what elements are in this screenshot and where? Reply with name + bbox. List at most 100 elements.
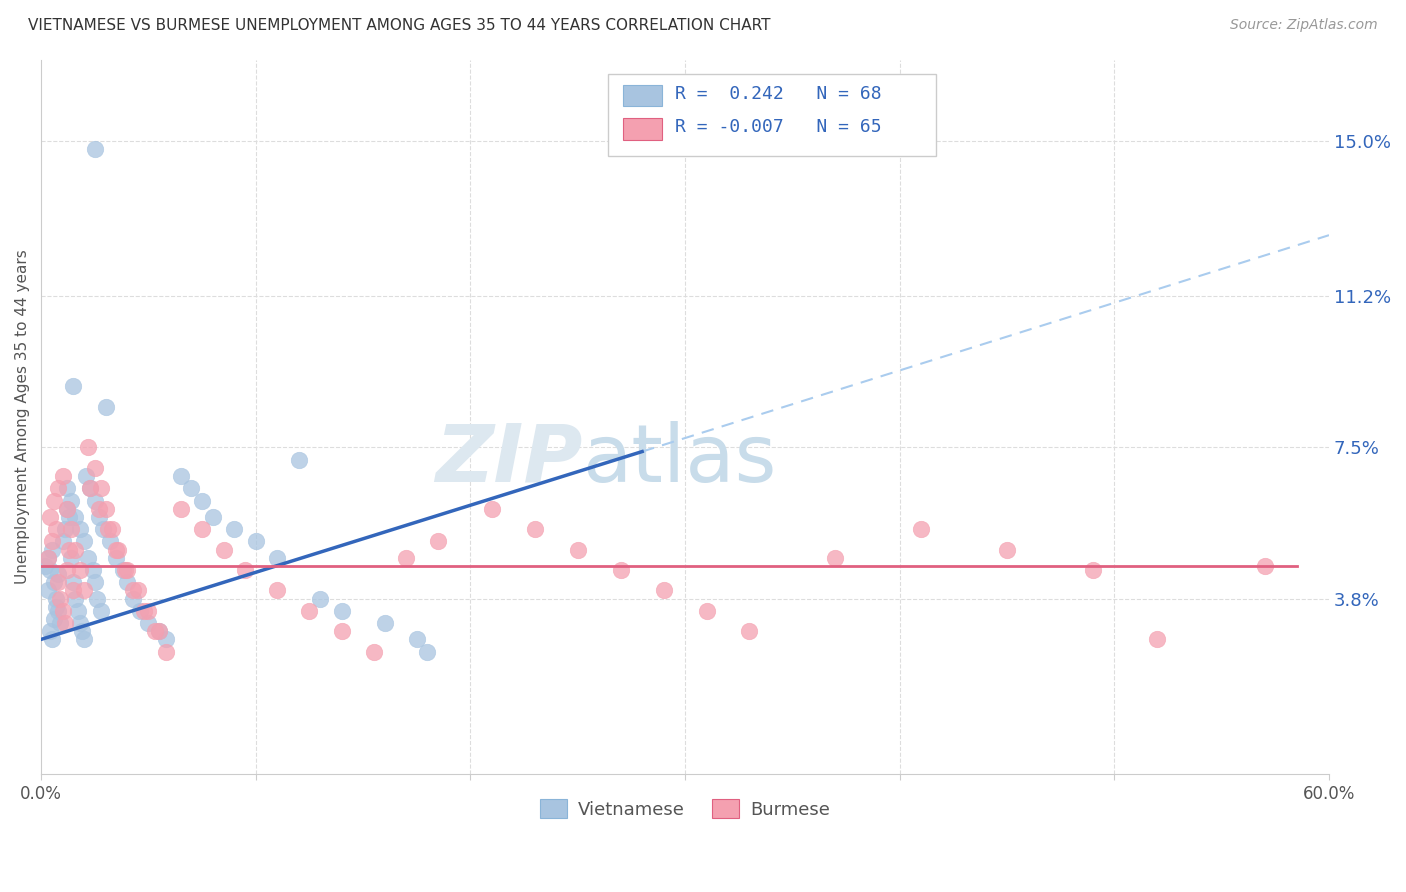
Point <box>115 563 138 577</box>
Point <box>69 563 91 577</box>
Point <box>609 563 631 577</box>
Point <box>60 522 83 536</box>
Point <box>94 501 117 516</box>
Point <box>52 534 75 549</box>
Point <box>41 534 63 549</box>
Point <box>148 624 170 639</box>
Point <box>38 509 60 524</box>
Point <box>56 501 79 516</box>
Point <box>42 612 65 626</box>
Point <box>910 522 932 536</box>
Point <box>1146 632 1168 647</box>
Point <box>65 542 87 557</box>
FancyBboxPatch shape <box>623 85 662 106</box>
Point <box>52 469 75 483</box>
Point <box>298 604 321 618</box>
Point <box>56 481 79 495</box>
Point <box>233 563 256 577</box>
Text: R =  0.242   N = 68: R = 0.242 N = 68 <box>675 85 882 103</box>
Point <box>83 575 105 590</box>
Text: ZIP: ZIP <box>434 421 582 499</box>
Point <box>87 509 110 524</box>
Point <box>58 542 80 557</box>
Point <box>128 604 150 618</box>
Point <box>56 563 79 577</box>
Point <box>73 632 96 647</box>
Point <box>266 583 288 598</box>
Point <box>46 567 69 582</box>
Point <box>38 563 60 577</box>
Point <box>101 522 124 536</box>
Point <box>69 615 91 630</box>
Point <box>122 583 145 598</box>
Point <box>114 563 136 577</box>
Point <box>87 501 110 516</box>
Point <box>49 615 72 630</box>
Point <box>1081 563 1104 577</box>
Point <box>995 542 1018 557</box>
Point <box>77 550 100 565</box>
Point <box>169 469 191 483</box>
Point <box>309 591 332 606</box>
Point <box>374 615 396 630</box>
Point <box>287 452 309 467</box>
Text: R = -0.007   N = 65: R = -0.007 N = 65 <box>675 119 882 136</box>
Point <box>41 632 63 647</box>
Point <box>37 550 59 565</box>
Point <box>82 563 104 577</box>
Point <box>138 604 160 618</box>
Point <box>134 604 156 618</box>
Point <box>405 632 427 647</box>
Point <box>79 481 101 495</box>
Point <box>224 522 246 536</box>
Point <box>69 522 91 536</box>
Point <box>79 481 101 495</box>
Point <box>62 583 84 598</box>
Point <box>70 624 93 639</box>
Point <box>41 542 63 557</box>
Y-axis label: Unemployment Among Ages 35 to 44 years: Unemployment Among Ages 35 to 44 years <box>15 250 30 584</box>
FancyBboxPatch shape <box>623 119 662 140</box>
Point <box>73 534 96 549</box>
Point <box>52 604 75 618</box>
Point <box>427 534 450 549</box>
Point <box>34 558 56 573</box>
Point <box>523 522 546 536</box>
Point <box>62 575 84 590</box>
Point <box>169 501 191 516</box>
Point <box>46 604 69 618</box>
Point <box>1253 558 1275 573</box>
Point <box>65 591 87 606</box>
Point <box>45 599 67 614</box>
Point <box>138 615 160 630</box>
Point <box>45 591 67 606</box>
Point <box>148 624 170 639</box>
Point <box>83 493 105 508</box>
Point <box>83 143 105 157</box>
Point <box>191 493 214 508</box>
Point <box>37 583 59 598</box>
Point <box>245 534 267 549</box>
Point <box>330 604 353 618</box>
Point <box>46 575 69 590</box>
Point <box>180 481 202 495</box>
Point <box>42 493 65 508</box>
Point <box>90 604 112 618</box>
Point <box>143 624 166 639</box>
Point <box>115 575 138 590</box>
Point <box>77 441 100 455</box>
Point <box>46 481 69 495</box>
Point <box>330 624 353 639</box>
Point <box>738 624 761 639</box>
Point <box>201 509 224 524</box>
Point <box>66 604 89 618</box>
Point <box>93 522 115 536</box>
Point <box>363 645 385 659</box>
Point <box>481 501 503 516</box>
Text: VIETNAMESE VS BURMESE UNEMPLOYMENT AMONG AGES 35 TO 44 YEARS CORRELATION CHART: VIETNAMESE VS BURMESE UNEMPLOYMENT AMONG… <box>28 18 770 33</box>
Point <box>90 481 112 495</box>
Legend: Vietnamese, Burmese: Vietnamese, Burmese <box>533 792 837 826</box>
Point <box>37 550 59 565</box>
Point <box>107 542 129 557</box>
Point <box>127 583 149 598</box>
